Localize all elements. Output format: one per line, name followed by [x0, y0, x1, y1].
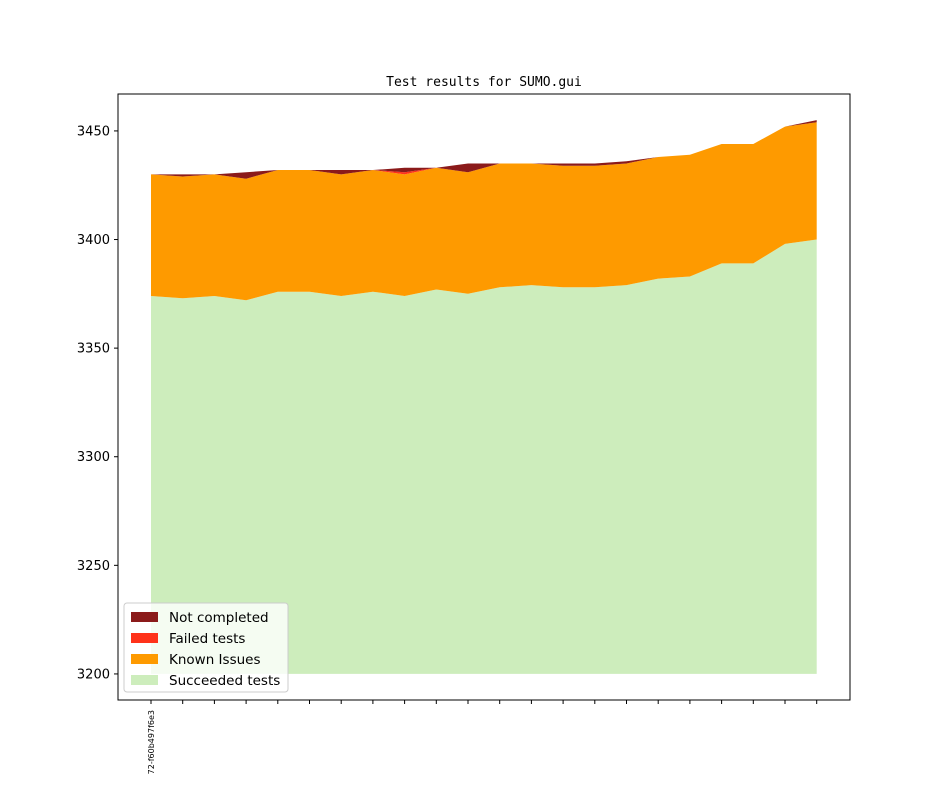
y-tick-label: 3350 [77, 342, 110, 357]
plot-frame [117, 93, 851, 701]
legend-box [123, 602, 289, 693]
y-tick-label: 3450 [77, 124, 110, 139]
y-tick-label: 3200 [77, 667, 110, 682]
x-tick-label: 72-f60b497f6e3 [147, 710, 156, 774]
area-not-completed [151, 120, 817, 179]
legend-label-failed-tests: Failed tests [169, 631, 245, 647]
legend-swatch-failed-tests [131, 633, 158, 643]
chart-areas [151, 120, 817, 674]
y-tick-label: 3250 [77, 559, 110, 574]
legend-swatch-not-completed [131, 612, 158, 622]
legend-label-succeeded-tests: Succeeded tests [169, 673, 280, 689]
legend-swatch-known-issues [131, 654, 158, 664]
x-axis: 72-f60b497f6e3 [147, 700, 818, 774]
legend: Not completed Failed tests Known Issues Suc… [123, 602, 289, 693]
area-known-issues [151, 122, 817, 301]
y-tick-label: 3400 [77, 233, 110, 248]
legend-label-not-completed: Not completed [169, 610, 269, 626]
y-axis: 3200 3250 3300 3350 3400 3450 [77, 124, 118, 682]
area-succeeded-tests [151, 239, 817, 674]
legend-swatch-succeeded-tests [131, 675, 158, 685]
chart-title: Test results for SUMO.gui [386, 75, 582, 90]
y-tick-label: 3300 [77, 450, 110, 465]
legend-label-known-issues: Known Issues [169, 652, 261, 668]
